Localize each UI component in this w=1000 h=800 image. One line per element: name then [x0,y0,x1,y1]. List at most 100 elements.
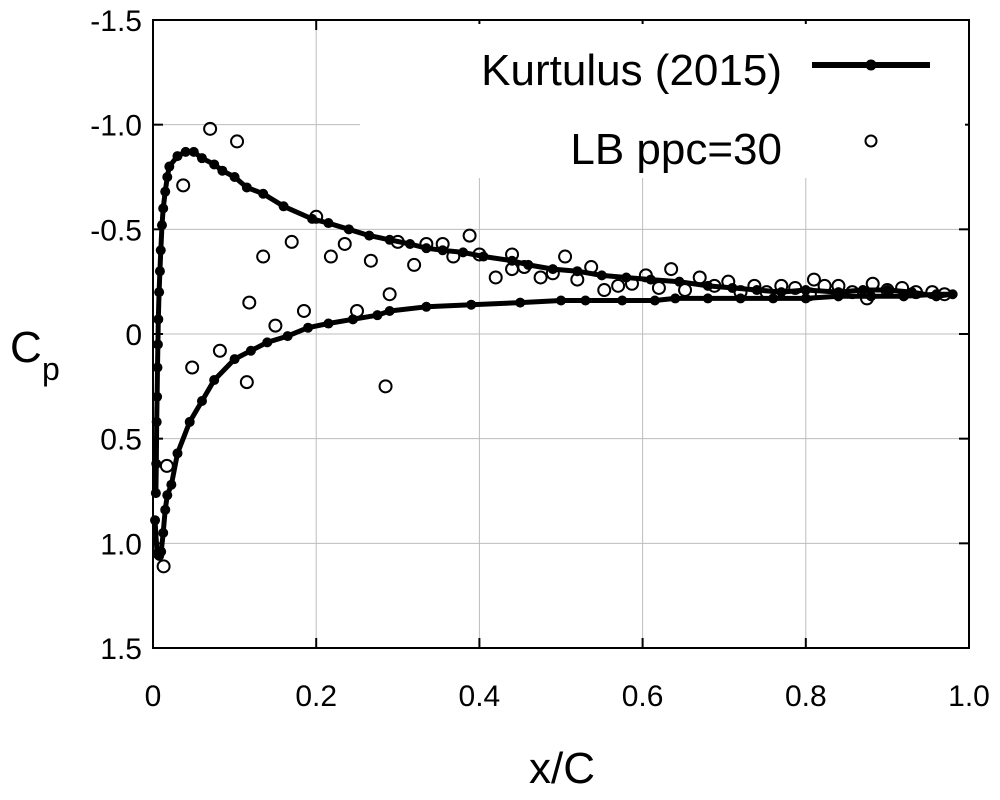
legend: Kurtulus (2015) LB ppc=30 [360,24,965,178]
lb-point [865,276,880,291]
lb-point [545,266,560,281]
lb-point [407,257,422,272]
kurtulus-point [906,287,917,298]
kurtulus-point [670,293,681,304]
lb-point [212,343,227,358]
lb-point [419,236,434,251]
legend-label-lb: LB ppc=30 [570,125,782,174]
kurtulus-point [282,331,293,342]
kurtulus-point [188,146,199,157]
legend-dot-sample [865,59,877,71]
kurtulus-point [421,243,432,254]
kurtulus-point [162,490,173,501]
kurtulus-point [303,322,314,333]
lb-point [159,458,174,473]
kurtulus-series [150,146,958,561]
lb-point [156,559,171,574]
kurtulus-point [156,546,167,557]
kurtulus-point [172,448,183,459]
kurtulus-point [580,295,591,306]
lb-point [597,283,612,298]
kurtulus-point [162,172,173,182]
lb-point [831,278,846,293]
lb-point [747,278,762,293]
y-tick-label: 1.0 [100,528,142,561]
kurtulus-point [160,504,171,515]
lb-point [664,262,679,277]
kurtulus-point [184,416,195,427]
lb-point [256,249,271,264]
lb-point [802,287,817,302]
kurtulus-point [152,339,163,350]
lb-point [517,260,532,275]
kurtulus-point [152,391,163,402]
kurtulus-point [150,488,161,499]
kurtulus-point [258,188,269,199]
lb-point [390,234,405,249]
kurtulus-point [882,285,893,296]
lb-point [488,270,503,285]
lb-point [570,272,585,287]
axis-ticks: 0 0.2 0.4 0.6 0.8 1.0 -1.5 -1.0 -0.5 0 0.5 1.0 1.5 [90,5,990,713]
lb-point [472,247,487,262]
lb-point [707,278,722,293]
kurtulus-point [154,266,165,277]
kurtulus-point [372,310,383,321]
kurtulus-point [421,301,432,312]
lb-point [624,276,639,291]
lb-point [350,303,364,318]
lb-point [505,247,520,262]
legend-background [360,24,965,178]
y-tick-label: 1.5 [100,633,142,666]
lb-point [230,134,245,149]
lb-point [733,285,748,300]
lb-point [788,280,803,295]
kurtulus-point [702,293,713,304]
lb-point [363,253,378,268]
x-tick-label: 0.8 [785,680,827,713]
kurtulus-point [547,264,558,275]
lb-point [446,249,461,264]
lb-point [558,249,573,264]
kurtulus-point [617,295,628,306]
lb-point [774,278,789,293]
x-axis-label: x/C [529,744,595,793]
kurtulus-point [556,295,566,306]
lb-point [908,285,923,300]
kurtulus-point [158,527,169,538]
lb-point [382,287,397,302]
lb-point [242,295,257,310]
kurtulus-point [405,238,416,249]
kurtulus-point [151,458,162,469]
lb-point [533,270,548,285]
lb-point [435,236,450,251]
lb-ppc30-series [156,121,952,574]
kurtulus-point [164,161,175,172]
lb-point [296,303,311,318]
lb-point [268,318,283,333]
kurtulus-point [649,295,660,306]
lb-point [692,270,707,285]
kurtulus-point [154,287,165,298]
kurtulus-point [278,201,289,212]
kurtulus-point [172,151,183,162]
kurtulus-point [217,165,228,176]
y-tick-label: -1.5 [90,5,142,38]
x-tick-label: 1.0 [948,680,990,713]
kurtulus-point [209,159,220,170]
kurtulus-point [262,337,273,348]
lb-point [203,121,218,136]
kurtulus-point [156,220,167,231]
x-tick-label: 0.6 [622,680,664,713]
kurtulus-point [323,318,334,329]
lb-point [895,280,910,295]
kurtulus-point [323,218,334,229]
kurtulus-point [466,299,477,310]
kurtulus-point [158,203,169,214]
x-tick-label: 0.2 [295,680,337,713]
lb-point [378,379,393,394]
kurtulus-point [621,272,632,283]
kurtulus-point [196,395,207,406]
kurtulus-point [343,224,354,235]
kurtulus-point [209,375,220,386]
